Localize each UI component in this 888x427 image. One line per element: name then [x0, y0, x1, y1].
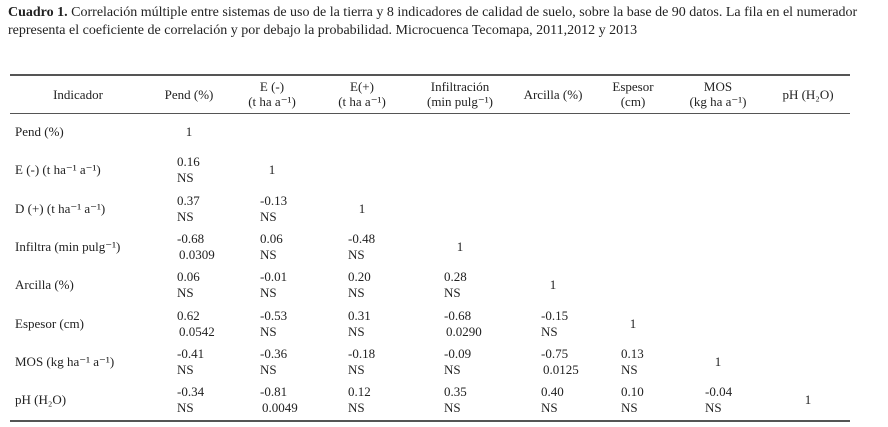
cell-value: 1 [714, 353, 722, 369]
row-label: MOS (kg ha⁻¹ a⁻¹) [15, 353, 115, 369]
cell-value: NS [177, 285, 194, 301]
cell-value: -0.09 [444, 345, 472, 361]
column-header: (t ha a⁻¹) [248, 94, 296, 109]
cell-value: NS [177, 170, 194, 186]
column-header: E(+) [350, 79, 374, 94]
row-label: pH (H₂O) [15, 392, 67, 408]
cell-value: NS [348, 285, 365, 301]
column-header: Indicador [53, 86, 103, 102]
cell-value: NS [621, 400, 638, 416]
cell-value: NS [260, 247, 277, 263]
cell-value: 0.40 [541, 384, 564, 400]
cell-value: 1 [185, 124, 193, 140]
cell-value: NS [348, 400, 365, 416]
row-label: E (-) (t ha⁻¹ a⁻¹) [15, 162, 101, 178]
cell-value: -0.13 [260, 192, 288, 208]
cell-value: 1 [358, 200, 366, 216]
cell-value: -0.04 [705, 384, 733, 400]
cell-value: -0.81 [260, 384, 288, 400]
cell-value: 1 [456, 239, 464, 255]
cell-value: -0.68 [177, 231, 205, 247]
cell-value: 0.06 [177, 269, 200, 285]
column-header: E (-) [259, 79, 285, 94]
cell-value: 1 [549, 277, 557, 293]
cell-value: 1 [804, 392, 812, 408]
cell-value: 0.0542 [179, 323, 215, 339]
cell-value: -0.18 [348, 345, 376, 361]
column-header: MOS [703, 79, 733, 94]
cell-value: NS [444, 285, 461, 301]
cell-value: NS [348, 247, 365, 263]
row-label: Infiltra (min pulg⁻¹) [15, 239, 121, 255]
cell-value: 0.0049 [262, 400, 298, 416]
row-label: Arcilla (%) [15, 277, 74, 293]
cell-value: NS [348, 361, 365, 377]
column-header: (cm) [620, 94, 646, 109]
cell-value: 0.0290 [446, 323, 482, 339]
cell-value: 0.62 [177, 307, 200, 323]
cell-value: 0.10 [621, 384, 644, 400]
cell-value: NS [348, 323, 365, 339]
cell-value: NS [260, 361, 277, 377]
column-header: Pend (%) [164, 86, 214, 102]
cell-value: 0.0125 [543, 361, 579, 377]
column-header: Infiltración [430, 79, 490, 94]
cell-value: -0.15 [541, 307, 569, 323]
cell-value: 0.20 [348, 269, 371, 285]
cell-value: NS [444, 361, 461, 377]
cell-value: -0.53 [260, 307, 288, 323]
cell-value: NS [444, 400, 461, 416]
caption-text: Correlación múltiple entre sistemas de u… [8, 5, 858, 38]
cell-value: 0.06 [260, 231, 283, 247]
cell-value: -0.48 [348, 231, 376, 247]
cell-value: NS [260, 323, 277, 339]
bottom-rule [10, 420, 850, 422]
cell-value: NS [260, 285, 277, 301]
column-header: pH (H₂O) [782, 86, 834, 102]
cell-value: -0.75 [541, 345, 569, 361]
column-header: Espesor [612, 79, 654, 94]
cell-value: 0.35 [444, 384, 467, 400]
top-rule [10, 74, 850, 76]
cell-value: 1 [629, 315, 637, 331]
header-rule [10, 113, 850, 114]
cell-value: NS [705, 400, 722, 416]
column-header: (min pulg⁻¹) [426, 94, 494, 109]
cell-value: 0.12 [348, 384, 371, 400]
cell-value: NS [260, 208, 277, 224]
cell-value: NS [177, 400, 194, 416]
column-header: (kg ha a⁻¹) [689, 94, 747, 109]
cell-value: 0.37 [177, 192, 200, 208]
column-header: Arcilla (%) [523, 86, 583, 102]
cell-value: NS [541, 323, 558, 339]
cell-value: NS [541, 400, 558, 416]
cell-value: 0.28 [444, 269, 467, 285]
cell-value: -0.41 [177, 345, 205, 361]
cell-value: -0.36 [260, 345, 288, 361]
caption-label: Cuadro 1. [8, 5, 68, 20]
cell-value: -0.68 [444, 307, 472, 323]
cell-value: 0.16 [177, 154, 200, 170]
cell-value: -0.01 [260, 269, 288, 285]
cell-value: 0.0309 [179, 247, 215, 263]
cell-value: NS [177, 208, 194, 224]
cell-value: NS [621, 361, 638, 377]
column-header: (t ha a⁻¹) [338, 94, 386, 109]
cell-value: 0.13 [621, 345, 644, 361]
row-label: D (+) (t ha⁻¹ a⁻¹) [15, 200, 106, 216]
cell-value: NS [177, 361, 194, 377]
caption: Cuadro 1. Correlación múltiple entre sis… [8, 4, 878, 40]
cell-value: 1 [268, 162, 276, 178]
cell-value: -0.34 [177, 384, 205, 400]
cell-value: 0.31 [348, 307, 371, 323]
row-label: Pend (%) [15, 124, 64, 140]
row-label: Espesor (cm) [15, 315, 84, 331]
